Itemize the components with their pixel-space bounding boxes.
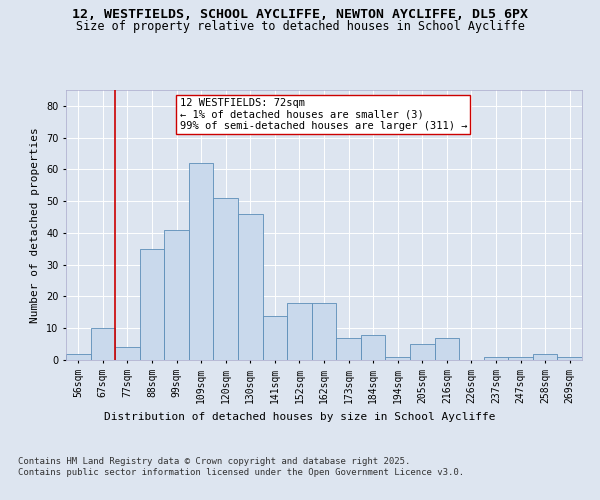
Bar [410,344,434,360]
Text: 12 WESTFIELDS: 72sqm
← 1% of detached houses are smaller (3)
99% of semi-detache: 12 WESTFIELDS: 72sqm ← 1% of detached ho… [179,98,467,132]
Bar [263,316,287,360]
Bar [484,357,508,360]
Bar [508,357,533,360]
Bar [140,249,164,360]
Bar [312,303,336,360]
Y-axis label: Number of detached properties: Number of detached properties [31,127,40,323]
Text: Distribution of detached houses by size in School Aycliffe: Distribution of detached houses by size … [104,412,496,422]
Bar [91,328,115,360]
Bar [66,354,91,360]
Bar [385,357,410,360]
Bar [434,338,459,360]
Bar [115,348,140,360]
Text: Contains HM Land Registry data © Crown copyright and database right 2025.
Contai: Contains HM Land Registry data © Crown c… [18,458,464,477]
Bar [287,303,312,360]
Bar [238,214,263,360]
Bar [361,334,385,360]
Text: 12, WESTFIELDS, SCHOOL AYCLIFFE, NEWTON AYCLIFFE, DL5 6PX: 12, WESTFIELDS, SCHOOL AYCLIFFE, NEWTON … [72,8,528,20]
Bar [164,230,189,360]
Bar [336,338,361,360]
Text: Size of property relative to detached houses in School Aycliffe: Size of property relative to detached ho… [76,20,524,33]
Bar [189,163,214,360]
Bar [557,357,582,360]
Bar [214,198,238,360]
Bar [533,354,557,360]
